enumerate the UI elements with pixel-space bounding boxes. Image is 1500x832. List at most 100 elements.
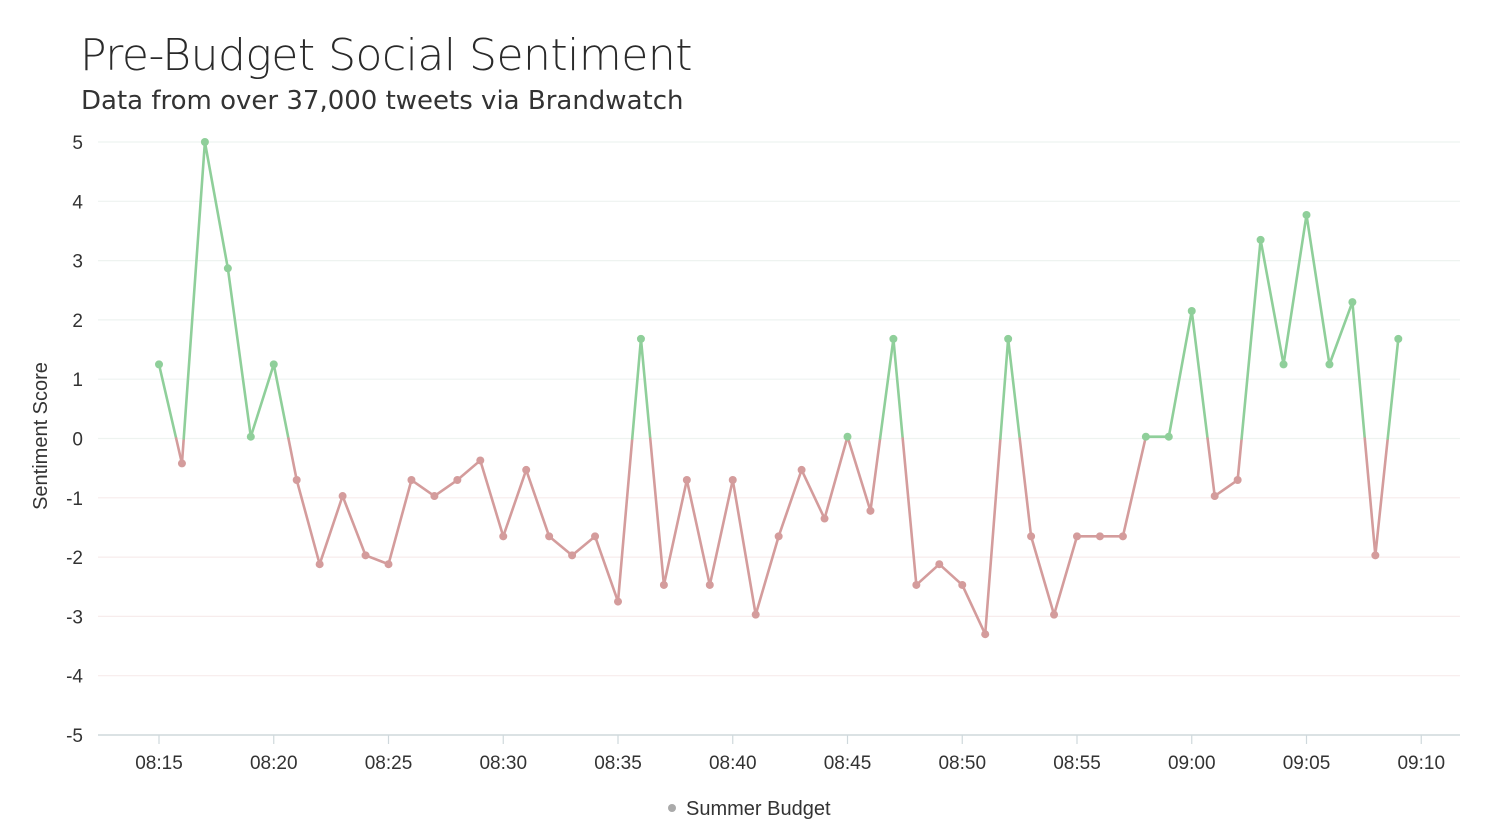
data-point[interactable] — [476, 456, 485, 465]
data-point[interactable] — [1325, 360, 1334, 369]
data-point[interactable] — [728, 476, 737, 485]
data-point[interactable] — [223, 264, 232, 273]
data-point[interactable] — [1118, 532, 1127, 541]
data-point[interactable] — [200, 138, 209, 146]
series-line-segment — [410, 478, 436, 498]
data-point[interactable] — [1141, 432, 1150, 441]
data-point[interactable] — [1027, 532, 1036, 541]
series-line-segment — [999, 337, 1010, 440]
series-line-segment — [878, 337, 895, 440]
y-axis-label: Sentiment Score — [30, 362, 52, 510]
series-line-segment — [456, 459, 482, 482]
series-line-segment — [915, 562, 941, 587]
data-point[interactable] — [889, 334, 898, 343]
x-tick-label: 09:05 — [1283, 753, 1331, 774]
series-line-segment — [616, 437, 634, 603]
data-point[interactable] — [407, 476, 416, 485]
data-point[interactable] — [659, 580, 668, 589]
y-tick-label: -2 — [66, 548, 83, 569]
series-line-segment — [226, 267, 253, 439]
data-point[interactable] — [866, 506, 875, 515]
x-axis-ticks: 08:15 08:20 08:25 08:30 08:35 08:40 08:45 08:50… — [135, 735, 1445, 774]
data-point[interactable] — [774, 532, 783, 541]
data-point[interactable] — [1279, 360, 1288, 369]
chart-subtitle: Data from over 37,000 tweets via Brandwa… — [81, 86, 684, 116]
series-line-segment — [387, 478, 413, 566]
data-point[interactable] — [155, 360, 163, 369]
x-tick-label: 09:00 — [1168, 753, 1216, 774]
data-point[interactable] — [1394, 334, 1403, 343]
data-point[interactable] — [1302, 210, 1311, 219]
series-line-segment — [960, 583, 987, 636]
series-line-segment — [937, 562, 964, 587]
data-point[interactable] — [384, 560, 393, 569]
y-tick-label: -3 — [66, 607, 83, 628]
legend[interactable]: Summer Budget — [668, 798, 831, 820]
y-tick-label: 4 — [72, 192, 83, 213]
series-lines — [157, 140, 1400, 636]
data-point[interactable] — [177, 459, 186, 468]
x-tick-label: 08:20 — [250, 753, 298, 774]
data-point[interactable] — [545, 532, 554, 541]
data-point[interactable] — [1073, 532, 1081, 541]
data-point[interactable] — [705, 580, 714, 589]
data-point[interactable] — [1348, 298, 1357, 307]
data-point[interactable] — [453, 476, 462, 485]
x-tick-label: 08:25 — [365, 753, 413, 774]
data-point[interactable] — [338, 492, 347, 501]
data-point[interactable] — [981, 630, 990, 639]
chart-title: Pre-Budget Social Sentiment — [80, 30, 692, 81]
data-point[interactable] — [1233, 476, 1242, 485]
data-point[interactable] — [430, 492, 439, 501]
data-point[interactable] — [1164, 432, 1173, 441]
data-point[interactable] — [751, 610, 760, 619]
series-line-segment — [433, 478, 459, 498]
data-point[interactable] — [614, 597, 622, 606]
y-tick-label: 0 — [72, 430, 83, 451]
data-point[interactable] — [1210, 492, 1219, 501]
data-point[interactable] — [499, 532, 508, 541]
data-point[interactable] — [1050, 610, 1059, 619]
data-point[interactable] — [315, 560, 324, 569]
data-point[interactable] — [636, 334, 645, 343]
data-point[interactable] — [1095, 532, 1104, 541]
data-point[interactable] — [1187, 307, 1196, 316]
series-line-segment — [1121, 437, 1147, 538]
data-point[interactable] — [912, 580, 921, 589]
y-axis-ticks: 5 4 3 2 1 0 -1 -2 -3 -4 -5 — [66, 133, 83, 747]
data-point[interactable] — [935, 560, 944, 569]
series-line-segment — [287, 437, 299, 482]
legend-marker — [668, 804, 676, 812]
y-tick-label: 1 — [72, 370, 83, 391]
x-tick-label: 08:45 — [824, 753, 872, 774]
data-point[interactable] — [269, 360, 278, 369]
data-point[interactable] — [1256, 235, 1265, 244]
data-point[interactable] — [820, 514, 829, 523]
series-line-segment — [547, 535, 574, 557]
data-point[interactable] — [682, 476, 691, 485]
x-tick-label: 08:35 — [594, 753, 642, 774]
data-point[interactable] — [292, 476, 301, 485]
data-point[interactable] — [568, 551, 577, 560]
y-tick-label: -1 — [66, 489, 83, 510]
data-point[interactable] — [843, 432, 852, 441]
x-tick-label: 09:10 — [1397, 753, 1445, 774]
data-point[interactable] — [797, 465, 806, 474]
series-line-segment — [983, 437, 1002, 636]
series-line-segment — [823, 437, 849, 520]
series-line-segment — [318, 494, 344, 566]
series-line-segment — [1213, 478, 1239, 498]
data-point[interactable] — [246, 432, 255, 441]
data-point[interactable] — [1004, 334, 1013, 343]
data-point[interactable] — [591, 532, 600, 541]
data-point[interactable] — [1371, 551, 1380, 560]
data-point[interactable] — [958, 580, 967, 589]
series-line-segment — [648, 437, 666, 587]
data-point[interactable] — [361, 551, 370, 560]
data-point[interactable] — [522, 465, 531, 474]
series-line-segment — [754, 535, 780, 616]
series-line-segment — [364, 554, 390, 566]
y-tick-label: -5 — [66, 726, 83, 747]
series-line-segment — [708, 478, 735, 587]
series-line-segment — [1006, 337, 1022, 440]
